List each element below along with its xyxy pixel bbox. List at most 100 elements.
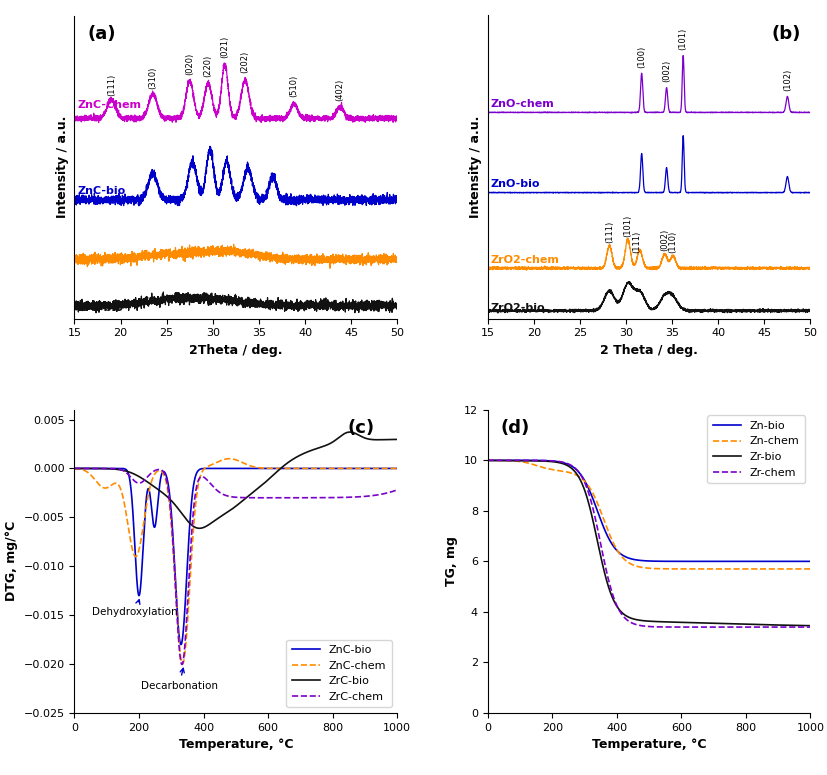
X-axis label: 2Theta / deg.: 2Theta / deg.: [189, 344, 283, 357]
ZrC-bio: [386, 435, 396, 444]
Line: ZrC-chem: ZrC-chem: [74, 468, 397, 664]
Text: (101): (101): [624, 215, 633, 236]
ZrC-chem: [177, 660, 187, 669]
ZnC-chem: [107, 480, 117, 490]
Zn-bio: [483, 456, 493, 465]
Zn-chem: [519, 457, 529, 467]
Line: ZnC-bio: ZnC-bio: [74, 468, 397, 645]
Zr-chem: [538, 456, 548, 465]
ZnC-chem: [194, 480, 203, 489]
Text: ZrO2-bio: ZrO2-bio: [490, 303, 545, 313]
Zn-bio: [799, 556, 809, 566]
Text: ZnC-bio: ZnC-bio: [77, 186, 126, 196]
Zr-bio: [483, 456, 493, 465]
ZrC-bio: [392, 435, 402, 444]
Zn-chem: [620, 556, 630, 565]
ZrC-chem: [126, 472, 136, 481]
Text: (002): (002): [662, 60, 671, 82]
Zr-bio: [519, 456, 529, 465]
Zn-chem: [538, 463, 548, 472]
Y-axis label: DTG, mg/°C: DTG, mg/°C: [5, 522, 18, 601]
ZnC-bio: [351, 463, 361, 473]
ZnC-bio: [208, 463, 218, 473]
ZnC-chem: [392, 463, 402, 473]
ZrC-chem: [386, 487, 396, 497]
Line: ZrC-bio: ZrC-bio: [74, 432, 397, 529]
ZrC-chem: [107, 463, 117, 473]
Line: Zn-chem: Zn-chem: [488, 460, 810, 569]
Zr-bio: [764, 620, 774, 629]
Zr-chem: [805, 622, 815, 632]
ZrC-bio: [69, 463, 79, 473]
Text: (021): (021): [220, 36, 229, 58]
Zn-chem: [799, 564, 809, 573]
Zn-bio: [519, 456, 529, 465]
Zr-bio: [606, 591, 616, 600]
Text: ZnO-bio: ZnO-bio: [490, 179, 540, 189]
ZrC-bio: [351, 429, 361, 439]
Text: (510): (510): [289, 75, 299, 97]
Text: (020): (020): [185, 53, 194, 74]
Zr-chem: [799, 622, 809, 632]
Line: ZnC-chem: ZnC-chem: [74, 459, 397, 664]
Zr-bio: [620, 611, 630, 620]
X-axis label: 2 Theta / deg.: 2 Theta / deg.: [600, 344, 698, 357]
Zr-bio: [805, 621, 815, 630]
Text: ZrO2-chem: ZrO2-chem: [490, 255, 559, 265]
Text: (c): (c): [347, 418, 375, 437]
Line: Zr-bio: Zr-bio: [488, 460, 810, 625]
Zn-chem: [805, 564, 815, 573]
ZnC-chem: [208, 460, 218, 469]
ZnC-bio: [107, 463, 117, 473]
Line: Zr-chem: Zr-chem: [488, 460, 810, 627]
X-axis label: Temperature, °C: Temperature, °C: [179, 739, 293, 751]
Y-axis label: TG, mg: TG, mg: [445, 536, 458, 587]
Zn-bio: [606, 539, 616, 548]
Text: ZnC-Chem: ZnC-Chem: [77, 100, 141, 110]
ZnC-chem: [69, 464, 79, 474]
Zn-bio: [805, 556, 815, 566]
Text: Decarbonation: Decarbonation: [141, 668, 218, 691]
Y-axis label: Intensity / a.u.: Intensity / a.u.: [56, 116, 69, 219]
ZnC-bio: [386, 463, 396, 473]
Line: Zn-bio: Zn-bio: [488, 460, 810, 561]
ZnC-bio: [176, 640, 186, 649]
Text: Dehydroxylation: Dehydroxylation: [92, 600, 178, 617]
ZnC-chem: [126, 535, 136, 544]
Zn-bio: [620, 552, 630, 561]
ZrC-chem: [392, 485, 402, 494]
Text: (a): (a): [88, 25, 116, 43]
Y-axis label: Intensity / a.u.: Intensity / a.u.: [469, 116, 482, 219]
ZrC-bio: [194, 524, 204, 533]
ZnC-bio: [392, 463, 402, 473]
Text: (b): (b): [772, 25, 801, 43]
ZrC-chem: [69, 463, 79, 473]
ZrC-bio: [107, 464, 117, 474]
Text: (101): (101): [679, 28, 688, 50]
ZnC-bio: [194, 466, 203, 475]
Zr-chem: [519, 456, 529, 465]
Zn-bio: [538, 456, 548, 465]
ZrC-bio: [345, 427, 355, 436]
Text: (111): (111): [633, 231, 642, 253]
Zr-chem: [764, 622, 774, 632]
ZrC-bio: [126, 468, 136, 477]
Text: (d): (d): [500, 418, 530, 437]
ZrC-bio: [208, 518, 218, 527]
Zr-bio: [538, 456, 548, 466]
Text: (111): (111): [107, 74, 116, 96]
Text: (310): (310): [148, 67, 157, 89]
Zr-chem: [620, 614, 630, 623]
Zn-chem: [483, 456, 493, 465]
Text: (111): (111): [605, 221, 614, 243]
Zr-bio: [799, 621, 809, 630]
Zr-chem: [483, 456, 493, 465]
Text: (402): (402): [336, 79, 345, 101]
ZnC-bio: [69, 463, 79, 473]
ZrC-chem: [351, 492, 361, 501]
Text: ZnO-chem: ZnO-chem: [490, 99, 554, 109]
Text: (002): (002): [660, 229, 669, 250]
Zn-chem: [764, 564, 774, 573]
X-axis label: Temperature, °C: Temperature, °C: [592, 739, 706, 751]
Text: ZrC-Chem: ZrC-Chem: [77, 254, 139, 264]
